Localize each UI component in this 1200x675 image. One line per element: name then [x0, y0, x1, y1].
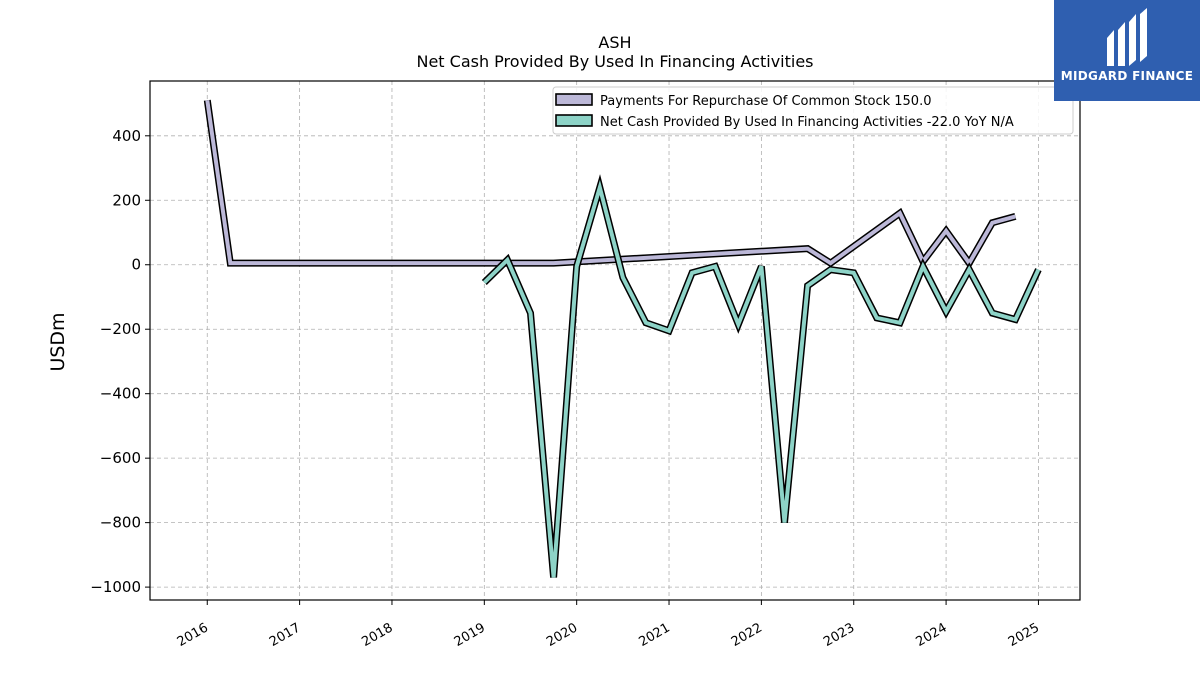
y-tick-label: 200 — [112, 191, 141, 209]
brand-logo: MIDGARD FINANCE — [1054, 0, 1200, 101]
y-axis-label: USDm — [47, 312, 69, 371]
y-tick-label: −600 — [100, 449, 141, 467]
chart-title: ASH — [598, 33, 632, 52]
y-tick-label: 400 — [112, 127, 141, 145]
y-tick-label: −200 — [100, 320, 141, 338]
plot-frame — [149, 80, 1081, 601]
y-tick-label: −800 — [100, 514, 141, 532]
y-tick-label: 0 — [131, 256, 141, 274]
series-line-1 — [482, 179, 1041, 578]
x-tick-label: 2018 — [359, 620, 395, 650]
legend: Payments For Repurchase Of Common Stock … — [552, 86, 1074, 135]
legend-label-1: Net Cash Provided By Used In Financing A… — [600, 115, 1014, 130]
series-line-0 — [205, 100, 1016, 267]
y-axis: 400 200 0 −200 −400 −600 −800 −1000 — [90, 127, 150, 596]
series-lines — [203, 99, 1042, 578]
x-tick-label: 2019 — [452, 620, 488, 650]
y-tick-label: −1000 — [90, 578, 141, 596]
legend-box — [552, 86, 1074, 135]
x-tick-label: 2024 — [914, 620, 950, 650]
logo-text: MIDGARD FINANCE — [1060, 69, 1194, 83]
x-tick-label: 2017 — [267, 620, 303, 650]
x-tick-label: 2016 — [175, 620, 211, 650]
legend-swatch-0 — [555, 93, 593, 106]
legend-swatch-1 — [555, 114, 593, 127]
x-axis: 2016 2017 2018 2019 2020 2021 2022 2023 2024 2025 — [175, 600, 1042, 650]
legend-label-0: Payments For Repurchase Of Common Stock … — [600, 94, 931, 109]
x-tick-label: 2021 — [636, 620, 672, 650]
x-tick-label: 2023 — [821, 620, 857, 650]
x-tick-label: 2020 — [544, 620, 580, 650]
logo-mark-icon — [1107, 8, 1147, 66]
grid-lines — [150, 81, 1080, 600]
y-tick-label: −400 — [100, 385, 141, 403]
x-tick-label: 2025 — [1006, 620, 1042, 650]
chart-subtitle: Net Cash Provided By Used In Financing A… — [416, 52, 814, 71]
x-tick-label: 2022 — [729, 620, 765, 650]
